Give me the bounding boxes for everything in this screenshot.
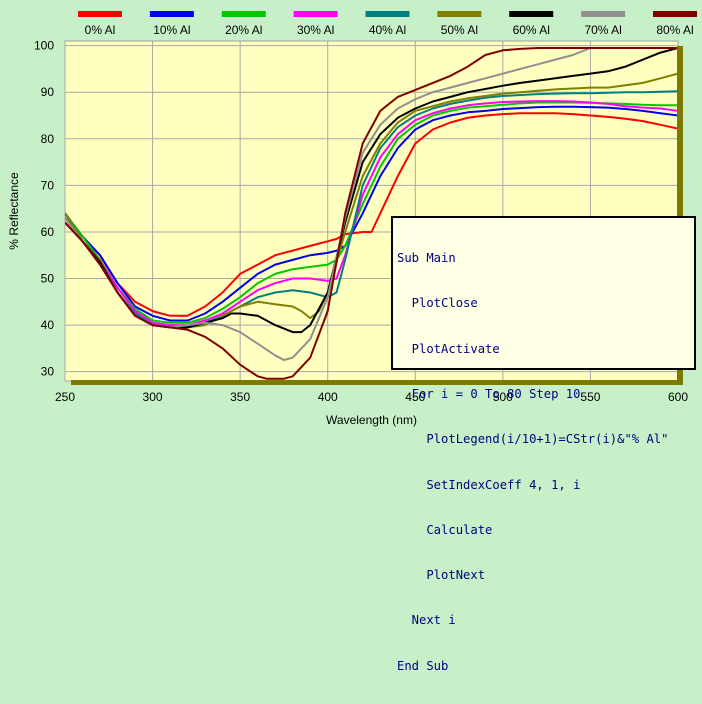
legend-swatch [509, 11, 554, 17]
legend-label: 50% Al [441, 23, 478, 37]
legend-label: 80% Al [656, 23, 693, 37]
legend-label: 10% Al [153, 23, 190, 37]
x-tick-label: 550 [580, 390, 600, 404]
legend-swatch [365, 11, 410, 17]
legend-swatch [437, 11, 482, 17]
chart-canvas: 250 300 350 400 450 500 550 600 30 40 50 60 70 80 90 10… [7, 11, 697, 427]
y-tick-label: 80 [41, 132, 55, 146]
legend-swatch [221, 11, 266, 17]
y-tick-label: 60 [41, 225, 55, 239]
x-axis-label: Wavelength (nm) [326, 413, 417, 427]
legend-label: 0% Al [85, 23, 116, 37]
legend-label: 30% Al [297, 23, 334, 37]
code-line: PlotActivate [397, 341, 500, 356]
series-line [65, 100, 678, 327]
macro-code-box: Sub Main PlotClose PlotActivate For i = … [391, 216, 696, 673]
y-tick-label: 40 [41, 318, 55, 332]
y-axis-label: % Reflectance [7, 172, 21, 250]
x-tick-label: 250 [55, 390, 75, 404]
series-line [65, 112, 678, 317]
code-line: PlotLegend(i/10+1)=CStr(i)&"% Al" [397, 432, 669, 447]
y-tick-label: 30 [41, 365, 55, 379]
legend-swatch [581, 11, 626, 17]
code-line: Calculate [397, 522, 493, 537]
series-line [65, 47, 678, 380]
code-line: Sub Main [397, 251, 456, 266]
series-line [65, 105, 678, 322]
y-tick-label: 100 [34, 39, 54, 53]
legend-label: 20% Al [225, 23, 262, 37]
code-line: PlotNext [397, 568, 486, 583]
plot-frame-right [677, 46, 683, 385]
y-tick-label: 50 [41, 272, 55, 286]
x-tick-label: 400 [318, 390, 338, 404]
plot-frame-bottom [71, 380, 682, 385]
code-line: End Sub [397, 658, 449, 673]
legend-label: 40% Al [369, 23, 406, 37]
x-tick-label: 600 [668, 390, 688, 404]
y-tick-label: 70 [41, 178, 55, 192]
code-line: SetIndexCoeff 4, 1, i [397, 477, 581, 492]
legend-label: 60% Al [513, 23, 550, 37]
x-tick-label: 300 [143, 390, 163, 404]
legend-swatch [293, 11, 338, 17]
x-tick-label: 450 [405, 390, 425, 404]
legend-swatch [149, 11, 194, 17]
legend-swatch [78, 11, 122, 17]
code-line: PlotClose [397, 296, 478, 311]
legend-label: 70% Al [584, 23, 621, 37]
code-line: For i = 0 To 80 Step 10 [397, 387, 581, 402]
code-line: Next i [397, 613, 456, 628]
legend-swatch [653, 11, 697, 17]
x-tick-label: 500 [493, 390, 513, 404]
x-tick-label: 350 [230, 390, 250, 404]
y-tick-label: 90 [41, 85, 55, 99]
reflectance-chart: 250 300 350 400 450 500 550 600 30 40 50 60 70 80 90 10… [7, 11, 697, 673]
